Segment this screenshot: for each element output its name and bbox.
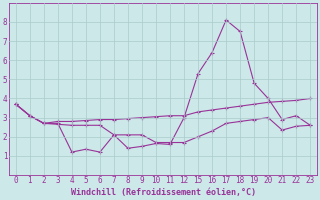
X-axis label: Windchill (Refroidissement éolien,°C): Windchill (Refroidissement éolien,°C) [70, 188, 255, 197]
